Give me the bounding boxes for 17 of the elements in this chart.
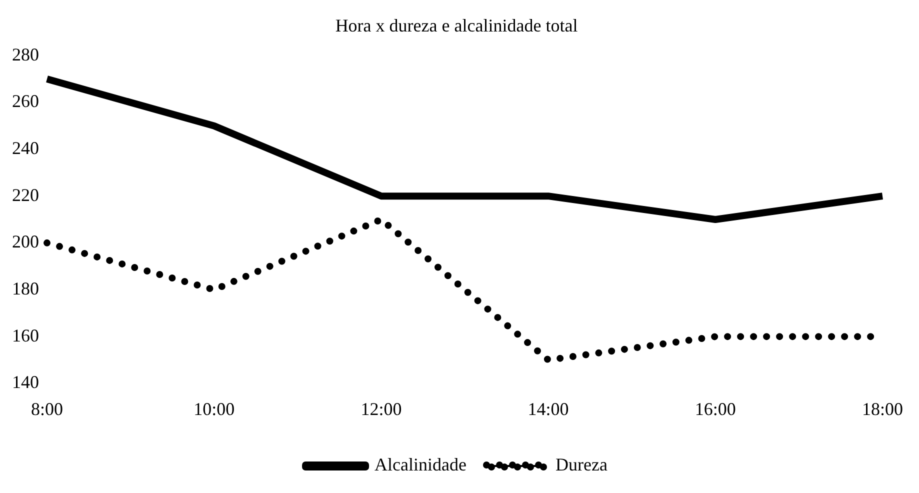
y-tick-label: 240 — [12, 138, 39, 158]
legend-label: Dureza — [556, 454, 608, 475]
y-tick-label: 280 — [12, 44, 39, 64]
y-tick-label: 160 — [12, 325, 39, 346]
y-tick-label: 260 — [12, 91, 39, 112]
x-tick-label: 10:00 — [194, 398, 235, 419]
x-tick-label: 18:00 — [862, 398, 904, 419]
y-tick-label: 200 — [12, 232, 39, 252]
chart-title: Hora x dureza e alcalinidade total — [335, 16, 578, 36]
x-tick-label: 12:00 — [360, 398, 402, 419]
x-tick-label: 14:00 — [528, 398, 569, 419]
y-tick-label: 180 — [12, 278, 39, 298]
legend-label: Alcalinidade — [374, 454, 467, 475]
y-tick-label: 220 — [12, 184, 39, 205]
x-tick-label: 16:00 — [694, 398, 736, 419]
x-tick-label: 8:00 — [30, 398, 64, 419]
y-tick-label: 140 — [12, 372, 39, 392]
